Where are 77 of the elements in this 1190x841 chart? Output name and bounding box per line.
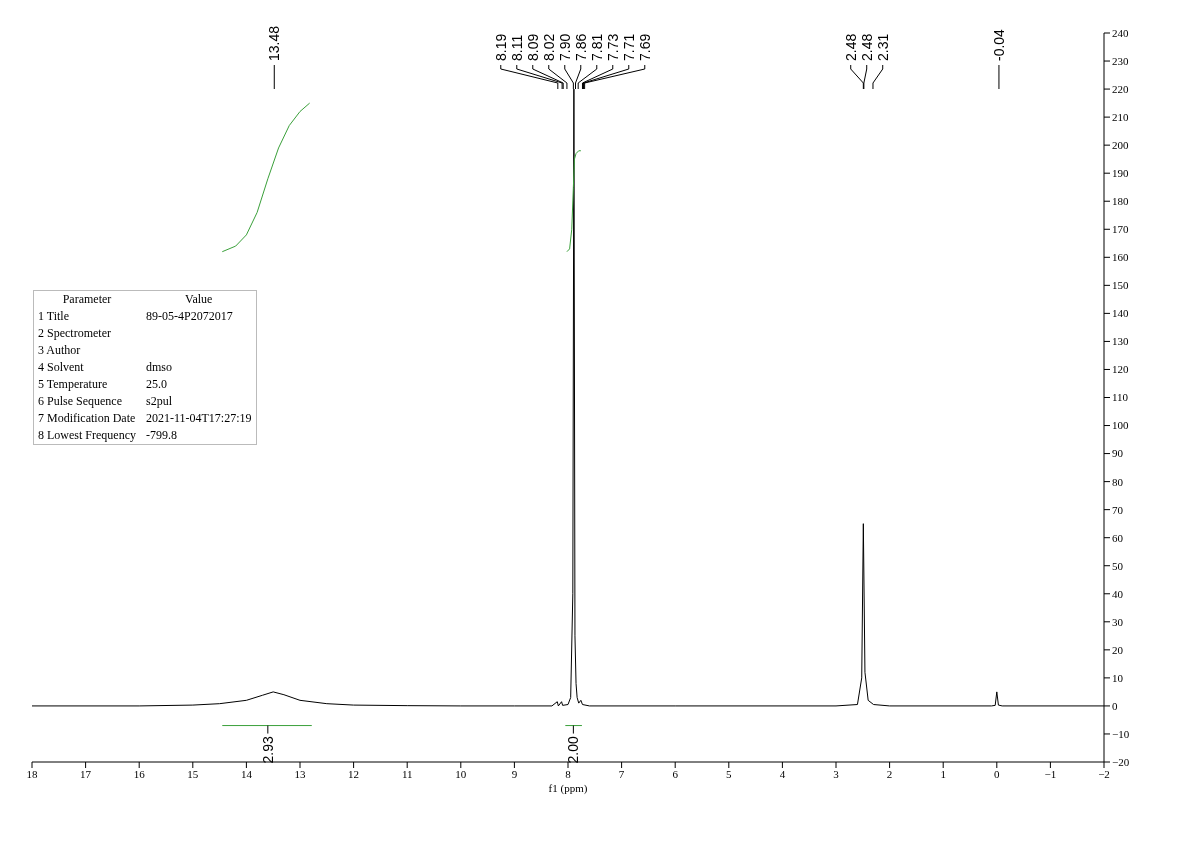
x-tick-label: 14 [240,767,253,780]
y-tick-label: 60 [1112,531,1124,544]
x-tick-label: 15 [187,767,199,780]
annotation: 7.73 [604,33,621,61]
annotation: 2 Spectrometer [37,325,112,342]
annotation: 7.71 [620,33,637,61]
x-axis-title: f1 (ppm) [548,782,588,795]
annotation: 7.86 [572,33,589,61]
x-tick-label: 10 [455,767,467,780]
x-tick-label: 9 [511,767,518,780]
text: 1 Title 89-05-4P2072017 [38,309,233,323]
y-tick-label: 220 [1112,82,1129,95]
annotation: 8 Lowest Frequency -799.8 [37,427,178,444]
annotation: 2.00 [565,736,582,764]
y-tick-label: 190 [1112,167,1129,180]
x-tick-label: −1 [1044,767,1057,780]
annotation: 2.48 [858,33,875,61]
annotation: 2.31 [874,33,891,61]
annotation: 7.90 [556,33,573,61]
annotation: 7.81 [588,33,605,61]
x-tick-label: 5 [726,767,733,780]
y-tick-label: −10 [1112,727,1130,740]
annotation: 8.11 [508,34,525,61]
x-tick-label: 2 [886,767,893,780]
y-tick-label: 180 [1112,195,1129,208]
x-tick-label: 1 [940,767,946,780]
annotation: 2.93 [259,736,276,764]
x-tick-label: 4 [779,767,786,780]
annotation: -0.04 [990,28,1007,61]
annotation: 2.48 [842,33,859,61]
y-tick-label: 80 [1112,475,1124,488]
line-series [221,102,311,253]
y-tick-label: 70 [1112,503,1124,516]
annotation: 8.02 [540,33,557,61]
y-tick-label: 0 [1112,699,1118,712]
y-tick-label: 50 [1112,559,1124,572]
y-tick-label: 120 [1112,363,1129,376]
annotation: 8.19 [492,33,509,61]
y-tick-label: 110 [1112,391,1129,404]
text: 6 Pulse Sequence s2pul [38,394,172,408]
annotation: 7.69 [636,33,653,61]
text: Parameter Value [62,292,213,306]
x-tick-label: 16 [133,767,146,780]
x-tick-label: 13 [294,767,306,780]
y-tick-label: −20 [1112,755,1130,768]
y-tick-label: 230 [1112,54,1129,67]
annotation: 8.09 [524,33,541,61]
x-tick-label: 8 [565,767,572,780]
y-tick-label: 10 [1112,671,1124,684]
y-tick-label: 210 [1112,111,1129,124]
x-tick-label: 3 [833,767,840,780]
y-tick-label: 30 [1112,615,1124,628]
y-tick-label: 40 [1112,587,1124,600]
annotation: 3 Author [37,342,82,359]
y-tick-label: 20 [1112,643,1124,656]
y-tick-label: 90 [1112,447,1124,460]
x-tick-label: 12 [348,767,360,780]
y-tick-label: 100 [1112,419,1129,432]
annotation: 13.48 [266,25,283,61]
y-tick-label: 170 [1112,223,1129,236]
x-tick-label: 6 [672,767,679,780]
x-tick-label: 18 [26,767,38,780]
y-tick-label: 240 [1112,26,1129,39]
y-tick-label: 160 [1112,251,1129,264]
x-tick-label: 0 [994,767,1001,780]
line-series [566,150,582,253]
text: 4 Solvent dmso [38,360,172,374]
annotation: 7 Modification Date 2021-11-04T17:27:19 [37,410,253,427]
text: 5 Temperature 25.0 [38,377,167,391]
x-tick-label: 11 [401,767,413,780]
x-tick-label: 7 [618,767,625,780]
y-tick-label: 130 [1112,335,1129,348]
y-tick-label: 140 [1112,307,1129,320]
y-tick-label: 200 [1112,139,1129,152]
y-tick-label: 150 [1112,279,1129,292]
x-tick-label: 17 [80,767,92,780]
x-tick-label: −2 [1098,767,1110,780]
